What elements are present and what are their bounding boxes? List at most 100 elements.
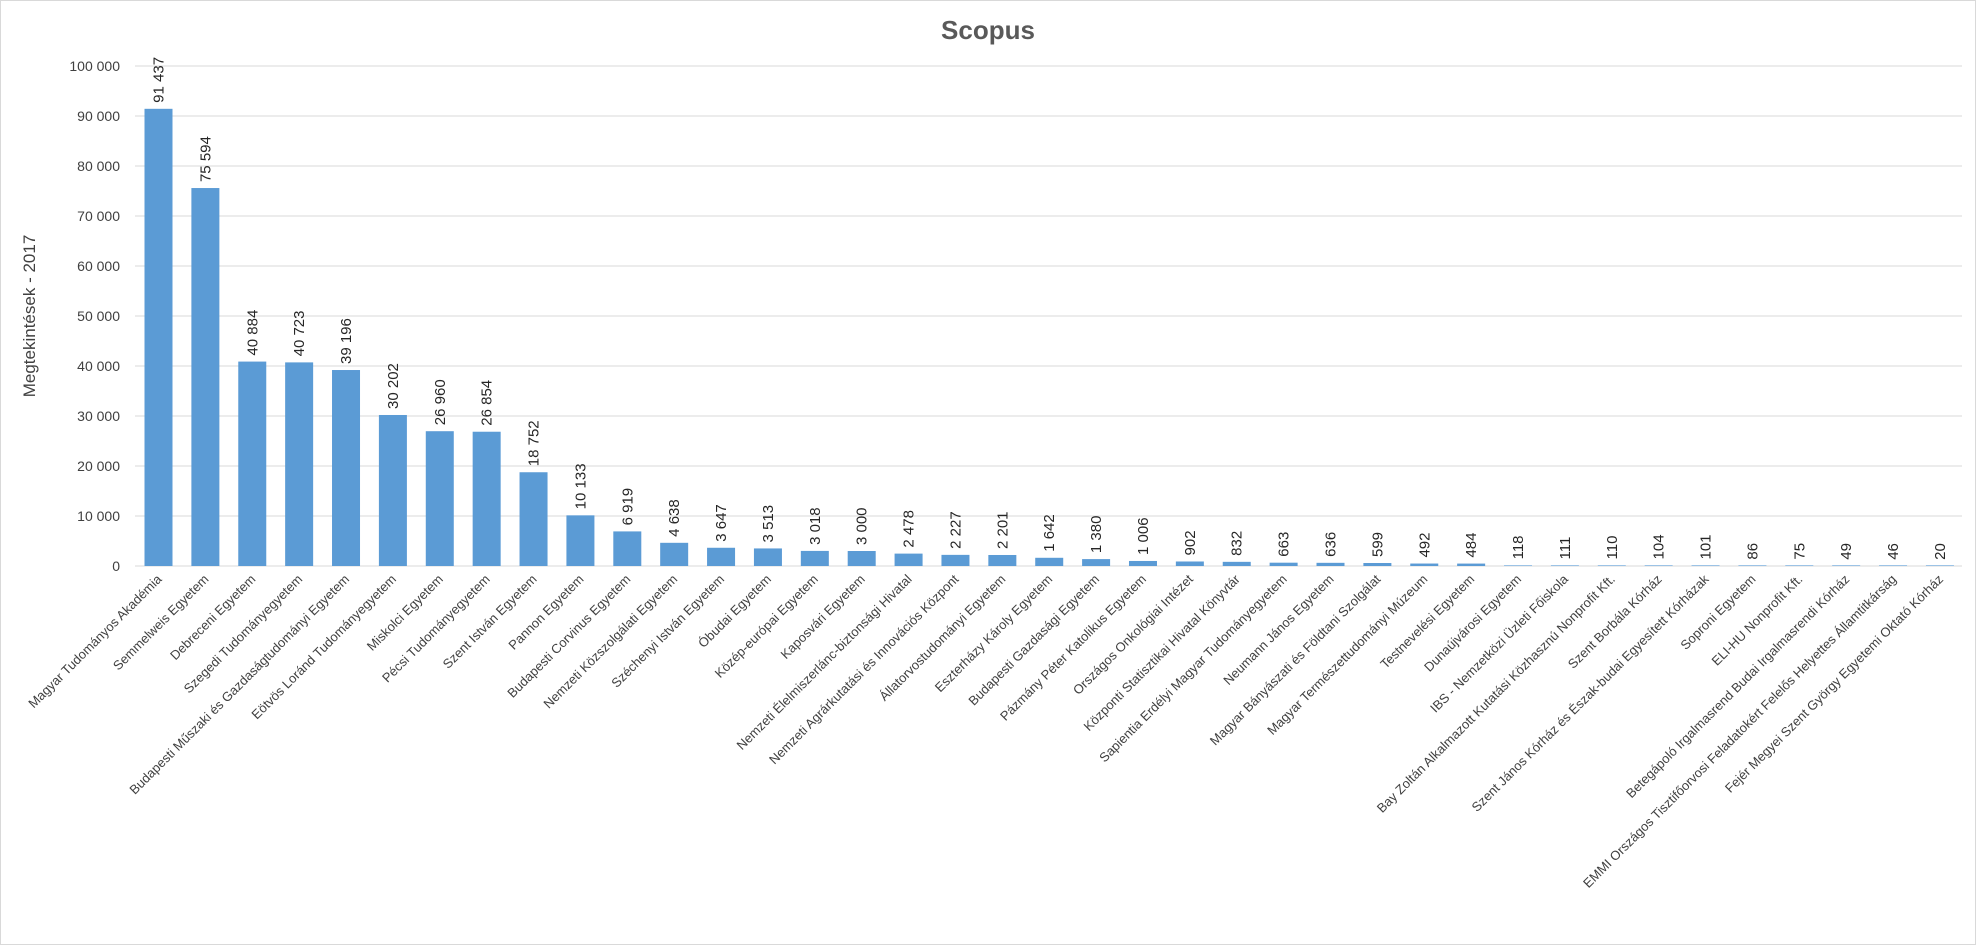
bar: [1925, 565, 1954, 566]
bar: [1691, 565, 1720, 566]
data-label: 3 000: [854, 507, 871, 545]
bar: [332, 370, 361, 566]
bar: [753, 548, 782, 566]
bar: [191, 188, 220, 566]
data-label: 6 919: [619, 488, 636, 526]
data-label: 636: [1323, 532, 1340, 557]
y-tick-label: 20 000: [77, 458, 120, 474]
chart-title: Scopus: [941, 15, 1035, 45]
x-tick-label: Nemzeti Élelmiszerlánc-biztonsági Hivata…: [733, 571, 914, 752]
data-label: 49: [1838, 543, 1855, 560]
gridlines: [135, 65, 1962, 567]
data-label: 832: [1229, 531, 1246, 556]
data-label: 2 201: [994, 511, 1011, 549]
y-tick-label: 60 000: [77, 258, 120, 274]
bar: [1457, 563, 1486, 566]
bar: [1550, 565, 1579, 566]
data-labels: 91 437 75 594 40 884 40 723 39 196 30 202 26 9…: [151, 57, 1949, 560]
data-label: 4 638: [666, 499, 683, 537]
data-label: 39 196: [338, 318, 355, 364]
bar: [847, 551, 876, 566]
data-label: 2 478: [901, 510, 918, 548]
data-label: 18 752: [526, 420, 543, 466]
bar: [238, 361, 267, 566]
data-label: 1 006: [1135, 517, 1152, 555]
bars: [144, 108, 1954, 566]
bar: [285, 362, 314, 566]
data-label: 118: [1510, 535, 1527, 559]
bar: [1269, 562, 1298, 566]
y-axis-ticks: 0 10 000 20 000 30 000 40 000 50 000 60 000 70 …: [69, 58, 120, 574]
bar: [988, 554, 1017, 566]
bar: [1035, 557, 1064, 566]
data-label: 30 202: [385, 363, 402, 409]
bar: [1410, 563, 1439, 566]
data-label: 3 647: [713, 504, 730, 542]
bar: [1597, 565, 1626, 566]
data-label: 484: [1463, 533, 1480, 558]
data-label: 599: [1369, 532, 1386, 557]
bar: [1128, 560, 1157, 566]
bar: [613, 531, 642, 566]
data-label: 26 960: [432, 379, 449, 425]
bar: [1082, 559, 1111, 566]
bar: [1222, 561, 1251, 566]
bar: [1879, 565, 1908, 566]
data-label: 40 723: [291, 310, 308, 356]
data-label: 46: [1885, 543, 1902, 560]
bar: [1504, 565, 1533, 566]
y-tick-label: 70 000: [77, 208, 120, 224]
y-tick-label: 90 000: [77, 108, 120, 124]
bar: [519, 472, 548, 566]
data-label: 91 437: [151, 57, 168, 103]
bar: [472, 431, 501, 566]
bar: [1644, 565, 1673, 566]
bar: [378, 414, 407, 566]
bar: [1738, 565, 1767, 566]
data-label: 26 854: [479, 380, 496, 426]
bar: [144, 108, 173, 566]
y-tick-label: 30 000: [77, 408, 120, 424]
y-tick-label: 0: [112, 558, 120, 574]
y-tick-label: 40 000: [77, 358, 120, 374]
x-tick-label: Fejér Megyei Szent György Egyetemi Oktat…: [1722, 572, 1946, 796]
data-label: 663: [1276, 532, 1293, 557]
data-label: 1 380: [1088, 516, 1105, 554]
data-label: 10 133: [572, 463, 589, 509]
data-label: 40 884: [244, 310, 261, 356]
data-label: 104: [1651, 534, 1668, 559]
bar: [800, 550, 829, 566]
bar: [1175, 561, 1204, 566]
data-label: 3 513: [760, 505, 777, 543]
bar: [941, 554, 970, 566]
data-label: 1 642: [1041, 514, 1058, 552]
y-tick-label: 10 000: [77, 508, 120, 524]
bar: [1363, 563, 1392, 566]
data-label: 75: [1791, 543, 1808, 560]
bar: [660, 542, 689, 566]
data-label: 20: [1932, 543, 1949, 560]
bar: [707, 547, 736, 566]
x-tick-label: Budapesti Műszaki és Gazdaságtudományi E…: [126, 572, 352, 798]
bar: [1785, 565, 1814, 566]
bar: [566, 515, 595, 566]
y-tick-label: 50 000: [77, 308, 120, 324]
bar: [1832, 565, 1861, 566]
data-label: 110: [1604, 536, 1621, 560]
data-label: 111: [1557, 537, 1574, 560]
x-tick-label: Kaposvári Egyetem: [777, 572, 867, 662]
data-label: 3 018: [807, 507, 824, 545]
data-label: 86: [1744, 543, 1761, 560]
y-axis-title: Megtekintések - 2017: [20, 235, 39, 398]
data-label: 2 227: [947, 511, 964, 549]
y-tick-label: 100 000: [69, 58, 120, 74]
data-label: 101: [1698, 534, 1715, 559]
data-label: 75 594: [197, 136, 214, 182]
bar: [1316, 562, 1345, 566]
bar: [894, 553, 923, 566]
bar: [425, 431, 454, 566]
x-tick-label: Magyar Bányászati és Földtani Szolgálat: [1207, 571, 1384, 748]
